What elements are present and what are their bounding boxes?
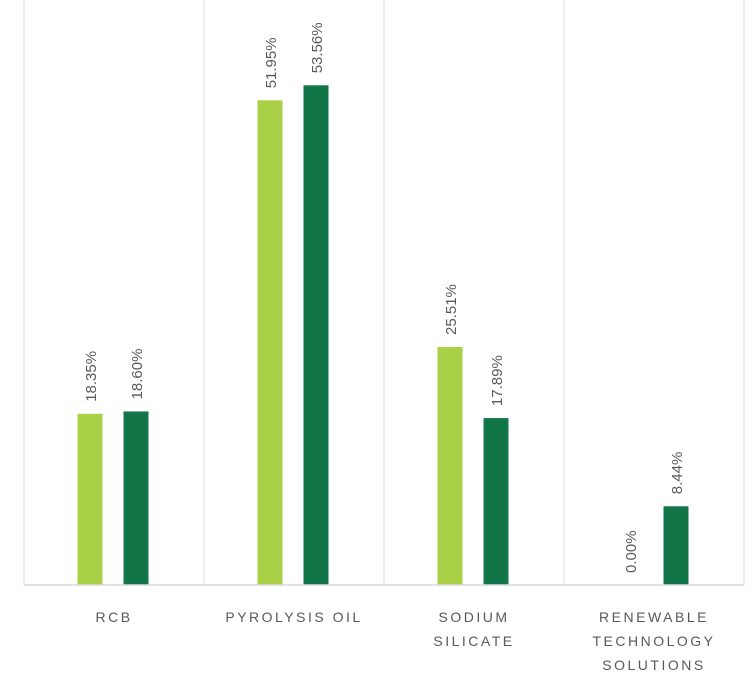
data-label: 25.51% — [443, 284, 460, 335]
category-tick-label: TECHNOLOGY — [592, 633, 715, 649]
bar-series-2 — [663, 506, 689, 585]
bar-series-2 — [483, 418, 509, 585]
data-label: 53.56% — [309, 22, 326, 73]
category-tick-label: RCB — [95, 609, 132, 625]
category-tick-label: SOLUTIONS — [602, 657, 705, 673]
data-label: 8.44% — [669, 452, 686, 495]
bar-series-1 — [437, 346, 463, 585]
bar-series-2 — [303, 85, 329, 585]
category-tick-label: PYROLYSIS OIL — [225, 609, 362, 625]
data-label: 17.89% — [489, 355, 506, 406]
category-tick-label: SODIUM — [439, 609, 510, 625]
category-tick-label: SILICATE — [433, 633, 514, 649]
bar-series-1 — [77, 413, 103, 585]
data-label: 51.95% — [263, 37, 280, 88]
data-label: 18.60% — [129, 349, 146, 400]
category-tick-label: RENEWABLE — [599, 609, 709, 625]
data-label: 18.35% — [83, 351, 100, 402]
data-label: 0.00% — [623, 530, 640, 573]
bar-series-2 — [123, 411, 149, 585]
bar-series-1 — [257, 100, 283, 585]
